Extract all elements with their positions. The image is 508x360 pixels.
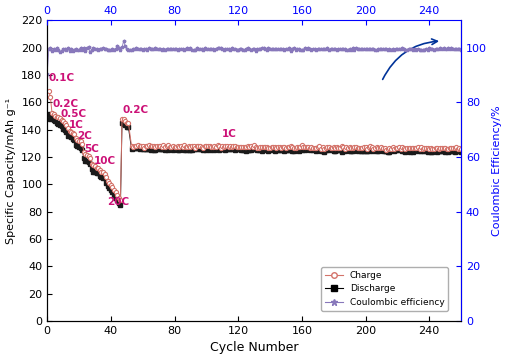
Legend: Charge, Discharge, Coulombic efficiency: Charge, Discharge, Coulombic efficiency xyxy=(321,267,448,311)
Text: 10C: 10C xyxy=(93,156,115,166)
Text: 0.2C: 0.2C xyxy=(53,99,79,108)
Text: 0.5C: 0.5C xyxy=(61,109,87,120)
Text: 1C: 1C xyxy=(223,129,237,139)
Text: 0.1C: 0.1C xyxy=(48,72,74,82)
Text: 20C: 20C xyxy=(107,197,129,207)
X-axis label: Cycle Number: Cycle Number xyxy=(210,341,298,355)
Text: 0.2C: 0.2C xyxy=(123,105,149,115)
Text: 2C: 2C xyxy=(77,131,91,141)
Y-axis label: Specific Capacity/mAh g⁻¹: Specific Capacity/mAh g⁻¹ xyxy=(6,98,16,244)
Y-axis label: Coulombic Efficiency/%: Coulombic Efficiency/% xyxy=(492,105,502,236)
Text: 5C: 5C xyxy=(85,144,100,154)
Text: 1C: 1C xyxy=(69,120,84,130)
